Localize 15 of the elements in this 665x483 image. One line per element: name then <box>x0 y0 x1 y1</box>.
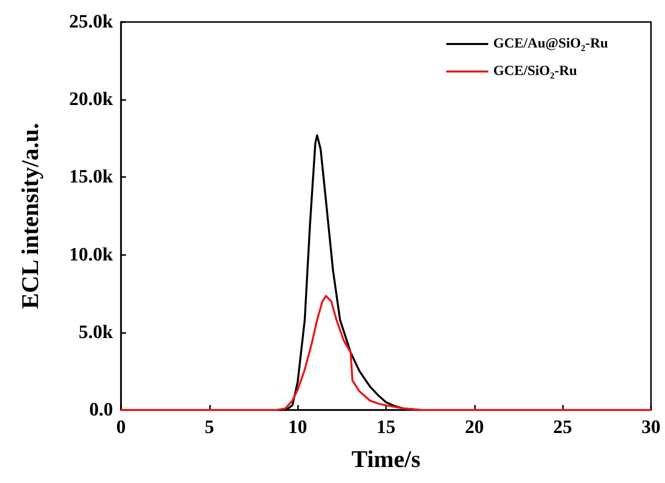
x-tick-label: 0 <box>116 417 126 438</box>
y-tick-label: 20.0k <box>69 89 114 110</box>
x-tick-label: 20 <box>464 417 484 438</box>
y-tick-label: 25.0k <box>69 12 114 32</box>
x-tick-label: 25 <box>553 417 572 438</box>
y-tick-label: 15.0k <box>69 166 114 188</box>
y-tick-label: 10.0k <box>69 244 114 266</box>
x-tick-label: 10 <box>288 417 308 438</box>
y-tick-label: 0.0 <box>89 400 113 420</box>
y-axis-title: ECL intensity/a.u. <box>18 122 44 310</box>
x-tick-label: 5 <box>204 417 214 438</box>
x-tick-label: 30 <box>642 417 660 438</box>
x-axis-title: Time/s <box>352 447 420 473</box>
x-tick-label: 15 <box>376 417 396 438</box>
y-tick-label: 5.0k <box>78 322 114 343</box>
